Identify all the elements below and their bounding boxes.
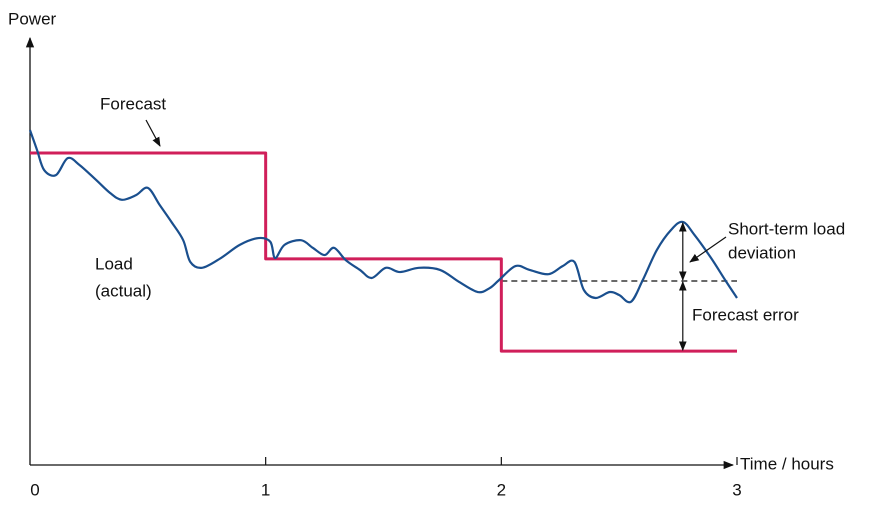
series-label: Load — [95, 254, 133, 273]
series-line — [30, 151, 737, 353]
series-label: Forecast — [100, 94, 166, 113]
deviation-label: deviation — [728, 243, 796, 262]
label-pointer — [689, 236, 727, 263]
x-axis-label: Time / hours — [740, 454, 834, 473]
series-line — [28, 129, 738, 304]
series-label: (actual) — [95, 281, 152, 300]
y-axis-label: Power — [8, 9, 57, 28]
x-tick-label: 2 — [497, 480, 506, 499]
x-tick-label: 0 — [30, 480, 39, 499]
deviation-label: Forecast error — [692, 305, 799, 324]
deviation-label: Short-term load — [728, 219, 845, 238]
x-tick-label: 1 — [261, 480, 270, 499]
x-tick-label: 3 — [732, 480, 741, 499]
label-pointer — [145, 119, 161, 147]
